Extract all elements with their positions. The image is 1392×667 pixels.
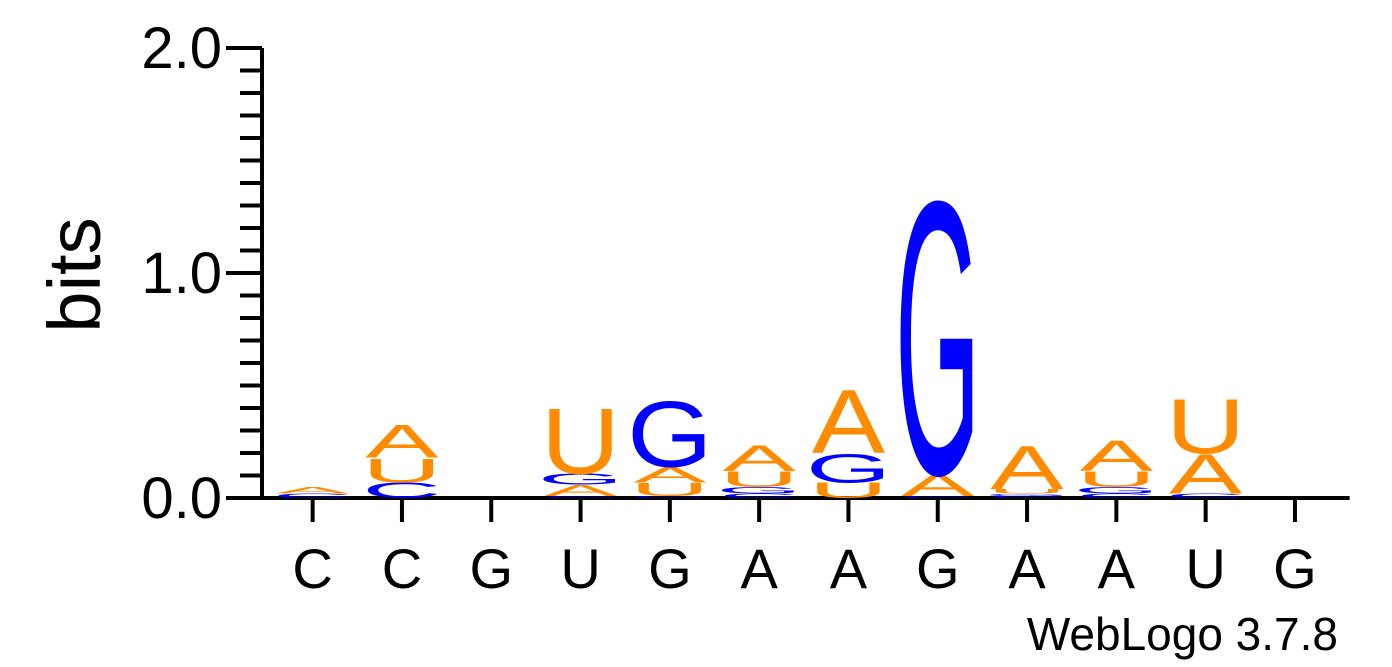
logo-letter-A: A bbox=[1169, 443, 1243, 506]
logo-letter-C: C bbox=[898, 495, 977, 498]
logo-letter-A: A bbox=[723, 438, 797, 480]
x-tick-label: C bbox=[382, 537, 422, 600]
logo-letter-C: C bbox=[1077, 492, 1156, 499]
logo-letter-A: A bbox=[812, 372, 885, 473]
x-tick-label: G bbox=[1273, 537, 1317, 600]
x-tick-label: G bbox=[469, 537, 513, 600]
logo-letter-C: C bbox=[630, 495, 709, 498]
y-tick-label: 2.0 bbox=[141, 16, 222, 81]
x-tick-label: G bbox=[648, 537, 692, 600]
x-tick-label: A bbox=[740, 537, 778, 600]
footer-credit: WebLogo 3.7.8 bbox=[1027, 608, 1338, 660]
x-tick-label: U bbox=[1185, 537, 1225, 600]
x-tick-label: U bbox=[560, 537, 600, 600]
logo-letter-A: A bbox=[633, 462, 707, 487]
ylabel: bits bbox=[33, 217, 116, 332]
x-tick-label: A bbox=[1008, 537, 1046, 600]
logo-letter-G: G bbox=[1074, 485, 1159, 496]
logo-letter-C: C bbox=[273, 492, 352, 499]
y-tick-label: 0.0 bbox=[141, 466, 222, 531]
logo-letter-A: A bbox=[990, 432, 1064, 502]
logo-letter-C: C bbox=[541, 495, 620, 498]
logo-letter-U: U bbox=[987, 488, 1066, 495]
logo-letter-U: U bbox=[630, 479, 709, 500]
logo-letter-G: G bbox=[984, 493, 1069, 496]
logo-letter-A: A bbox=[276, 485, 349, 496]
logo-letter-A: A bbox=[544, 482, 618, 500]
logo-letter-A: A bbox=[1080, 431, 1154, 480]
logo-letter-C: C bbox=[362, 478, 441, 503]
x-tick-label: G bbox=[916, 537, 960, 600]
logo-letter-A: A bbox=[365, 415, 439, 467]
axis-labels: 0.01.02.0C C G U G A A G A A U G bbox=[141, 16, 1316, 600]
logo-letter-U: U bbox=[719, 467, 798, 492]
logo-letter-G: G bbox=[806, 445, 891, 491]
x-tick-label: A bbox=[1098, 537, 1136, 600]
x-tick-label: A bbox=[830, 537, 868, 600]
logo-letter-G: G bbox=[538, 470, 623, 488]
logo-letter-C: C bbox=[1166, 492, 1245, 499]
logo-letter-U: U bbox=[1166, 383, 1245, 470]
logo-letter-G: G bbox=[895, 119, 980, 556]
x-tick-label: C bbox=[292, 537, 332, 600]
logo-letter-G: G bbox=[716, 485, 801, 496]
logo-letter-U: U bbox=[809, 478, 888, 503]
logo-letter-U: U bbox=[1077, 467, 1156, 492]
logo-letter-U: U bbox=[541, 389, 620, 494]
logo-letter-U: U bbox=[362, 451, 441, 489]
y-tick-label: 1.0 bbox=[141, 241, 222, 306]
logo-letter-C: C bbox=[719, 492, 798, 499]
axes bbox=[226, 46, 1350, 522]
logo-letter-G: G bbox=[627, 382, 712, 487]
logo-letter-C: C bbox=[987, 495, 1066, 498]
logo-letter-A: A bbox=[901, 468, 974, 503]
